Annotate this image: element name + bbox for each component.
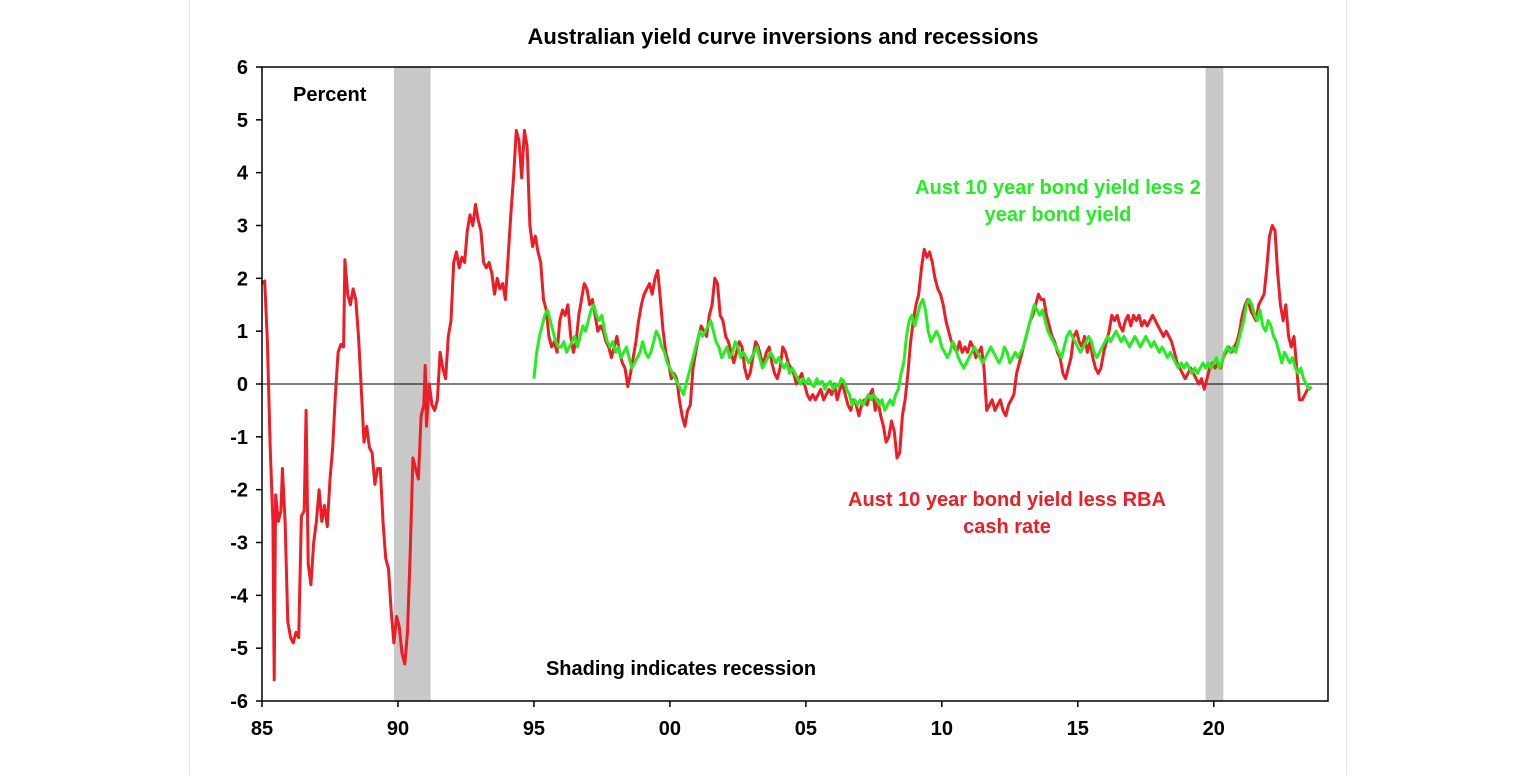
y-tick-label: -3 (230, 533, 248, 555)
y-tick-label: -5 (230, 638, 248, 660)
series-label-cash-rate-spread: Aust 10 year bond yield less RBA (848, 489, 1166, 511)
chart-title: Australian yield curve inversions and re… (527, 24, 1038, 49)
series-label-2yr-spread: year bond yield (985, 204, 1132, 226)
x-tick-label: 20 (1203, 718, 1225, 740)
y-axis: 6 5 4 3 2 1 0 -1 -2 -3 -4 -5 -6 (230, 57, 262, 713)
x-tick-label: 00 (659, 718, 681, 740)
series-label-2yr-spread: Aust 10 year bond yield less 2 (915, 177, 1201, 199)
y-tick-label: -4 (230, 585, 249, 607)
series-layer (260, 128, 1313, 682)
y-tick-label: 3 (237, 216, 248, 238)
y-tick-label: -1 (230, 427, 248, 449)
x-tick-label: 95 (523, 718, 545, 740)
y-tick-label: 1 (237, 321, 248, 343)
x-tick-label: 05 (795, 718, 817, 740)
y-tick-label: -2 (230, 480, 248, 502)
y-tick-label: 2 (237, 268, 248, 290)
series-labels: Aust 10 year bond yield less RBA cash rat… (848, 177, 1201, 538)
x-tick-label: 90 (387, 718, 409, 740)
x-axis: 85 90 95 00 05 10 15 20 (251, 701, 1225, 740)
y-tick-label: -6 (230, 691, 248, 713)
series-line-cash-rate-spread (260, 128, 1311, 682)
y-tick-label: 0 (237, 374, 248, 396)
x-tick-label: 10 (931, 718, 953, 740)
series-label-cash-rate-spread: cash rate (963, 516, 1051, 538)
y-tick-label: 4 (237, 163, 249, 185)
series-line-2yr-spread (532, 298, 1313, 412)
x-tick-label: 85 (251, 718, 273, 740)
y-axis-unit-label: Percent (293, 84, 367, 106)
y-tick-label: 6 (237, 57, 248, 79)
x-tick-label: 15 (1067, 718, 1089, 740)
y-tick-label: 5 (237, 110, 248, 132)
shading-note: Shading indicates recession (546, 658, 816, 680)
